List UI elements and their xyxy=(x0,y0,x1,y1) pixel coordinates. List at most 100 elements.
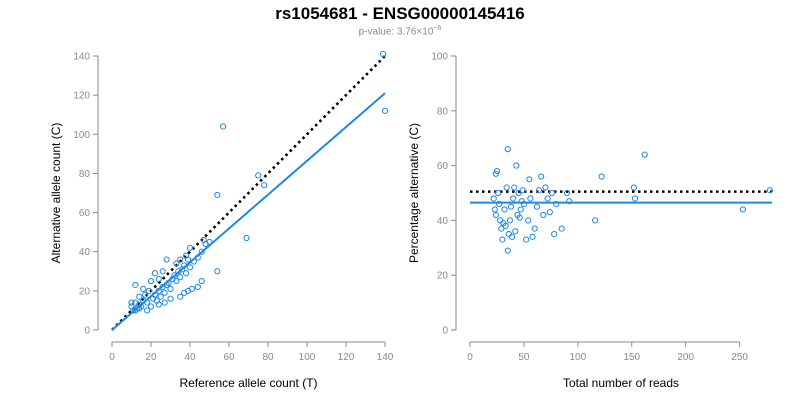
y-tick-label: 80 xyxy=(79,169,91,180)
data-point xyxy=(510,195,517,202)
data-point xyxy=(551,231,558,238)
y-tick-label: 100 xyxy=(73,130,90,141)
data-point xyxy=(186,244,194,251)
data-point xyxy=(511,184,518,191)
data-point xyxy=(167,285,174,292)
data-point xyxy=(198,277,205,285)
y-axis-label: Percentage alternative (C) xyxy=(407,123,421,263)
data-point xyxy=(381,107,389,114)
data-point xyxy=(183,252,190,259)
data-point xyxy=(531,225,538,232)
data-point xyxy=(159,268,166,275)
x-tick-label: 20 xyxy=(145,352,157,363)
data-point xyxy=(544,195,551,202)
x-tick-label: 150 xyxy=(623,352,640,363)
data-point xyxy=(516,214,523,221)
data-point xyxy=(177,256,184,263)
data-point xyxy=(499,236,506,243)
data-point xyxy=(540,211,547,219)
data-point xyxy=(503,184,510,191)
data-point xyxy=(177,293,184,300)
data-point xyxy=(155,287,162,294)
data-point xyxy=(566,198,573,205)
data-point xyxy=(163,281,170,289)
data-point xyxy=(181,262,188,269)
data-point xyxy=(535,187,543,194)
x-tick-label: 200 xyxy=(677,352,694,363)
data-point xyxy=(132,281,139,289)
x-tick-label: 120 xyxy=(338,352,355,363)
data-point xyxy=(173,277,180,285)
data-point xyxy=(496,200,503,208)
data-point xyxy=(140,285,147,292)
data-point xyxy=(508,233,516,240)
y-tick-label: 60 xyxy=(437,161,449,172)
data-point xyxy=(171,272,178,279)
data-point xyxy=(136,293,143,300)
x-tick-label: 60 xyxy=(223,352,235,363)
x-tick-label: 140 xyxy=(377,352,394,363)
data-point xyxy=(538,173,545,180)
data-point xyxy=(145,287,153,294)
x-tick-label: 0 xyxy=(467,352,473,363)
data-point xyxy=(214,191,221,199)
y-tick-label: 140 xyxy=(73,52,90,63)
fit-line xyxy=(111,92,386,331)
data-point xyxy=(529,233,536,240)
data-point xyxy=(188,285,196,292)
data-point xyxy=(220,123,227,130)
data-point xyxy=(598,173,605,180)
y-tick-label: 20 xyxy=(79,286,91,297)
data-point xyxy=(206,238,213,246)
y-tick-label: 120 xyxy=(73,91,90,102)
data-point xyxy=(379,50,387,58)
data-point xyxy=(533,203,540,210)
data-point xyxy=(513,162,520,169)
data-point xyxy=(198,248,205,255)
data-point xyxy=(526,176,533,183)
data-point xyxy=(493,167,501,175)
data-point xyxy=(631,195,639,202)
data-point xyxy=(161,299,168,306)
data-point xyxy=(519,187,526,194)
data-point xyxy=(142,291,149,298)
data-point xyxy=(261,182,268,189)
data-point xyxy=(542,184,549,191)
data-point xyxy=(243,234,250,242)
data-point xyxy=(151,291,158,298)
data-point xyxy=(525,217,532,224)
x-tick-label: 0 xyxy=(109,352,115,363)
x-tick-label: 100 xyxy=(299,352,316,363)
data-point xyxy=(128,299,135,306)
data-point xyxy=(136,301,143,308)
data-point xyxy=(491,206,498,213)
data-point xyxy=(563,189,571,197)
data-point xyxy=(214,268,221,275)
data-point xyxy=(553,200,560,208)
data-point xyxy=(512,228,519,235)
x-tick-label: 50 xyxy=(518,352,530,363)
data-point xyxy=(183,270,190,277)
data-point xyxy=(766,187,773,194)
x-tick-label: 250 xyxy=(731,352,748,363)
data-point xyxy=(522,236,530,243)
data-point xyxy=(177,274,184,281)
data-point xyxy=(502,222,509,229)
data-point xyxy=(558,225,565,232)
data-point xyxy=(255,172,262,179)
data-point xyxy=(506,217,514,224)
data-point xyxy=(138,303,145,310)
y-tick-label: 0 xyxy=(84,326,90,337)
data-point xyxy=(165,279,172,287)
y-tick-label: 40 xyxy=(79,247,91,258)
allele-count-scatter: 0 20 40 60 80 100 120 140 Reference allele count… xyxy=(49,50,394,390)
data-point xyxy=(157,293,164,300)
data-point xyxy=(527,195,534,202)
x-tick-label: 80 xyxy=(262,352,274,363)
data-point xyxy=(515,189,522,197)
data-point xyxy=(504,247,511,254)
data-point xyxy=(144,307,151,314)
data-point xyxy=(167,295,174,302)
data-point xyxy=(147,277,155,285)
data-point xyxy=(507,203,515,210)
